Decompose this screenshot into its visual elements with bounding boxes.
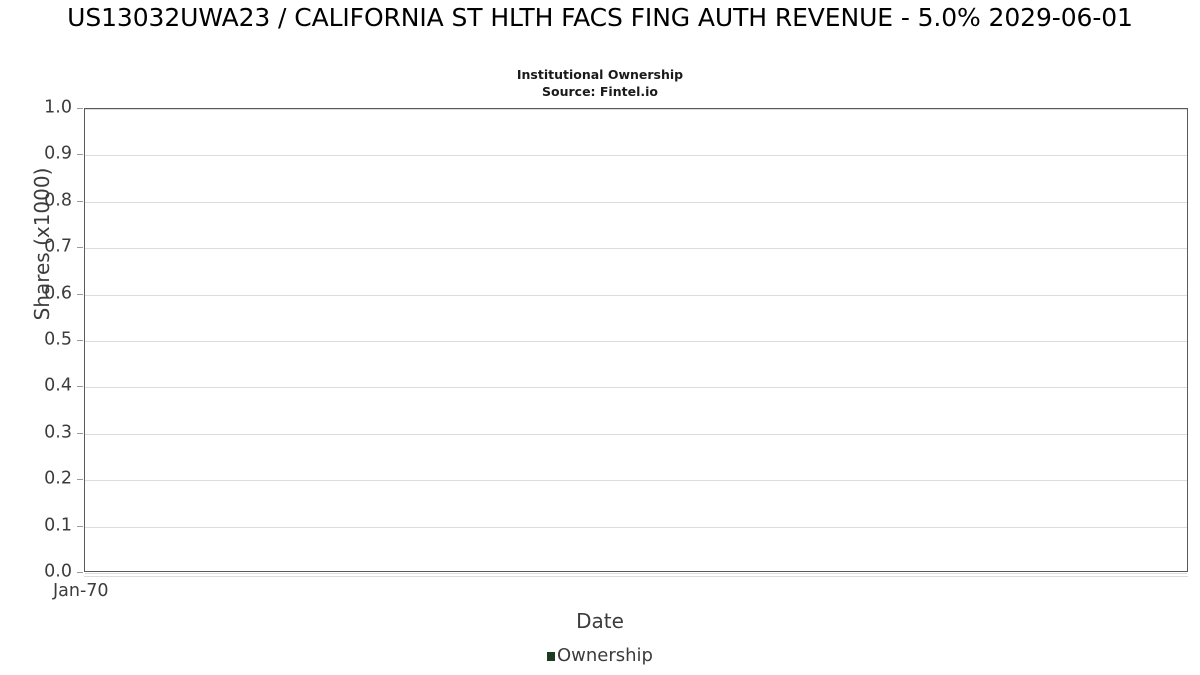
y-axis-tick-mark bbox=[77, 294, 83, 295]
gridline bbox=[85, 341, 1187, 342]
y-axis-tick-mark bbox=[77, 386, 83, 387]
y-axis-tick-mark bbox=[77, 526, 83, 527]
y-axis-tick-mark bbox=[77, 247, 83, 248]
chart-subtitle: Institutional Ownership Source: Fintel.i… bbox=[0, 66, 1200, 100]
gridline bbox=[85, 202, 1187, 203]
y-axis-tick-label: 0.5 bbox=[44, 329, 72, 350]
y-axis-tick-mark bbox=[77, 433, 83, 434]
y-axis-tick-label: 0.7 bbox=[44, 236, 72, 257]
chart-subtitle-line-1: Institutional Ownership bbox=[516, 67, 684, 82]
x-axis-tick-label: Jan-70 bbox=[53, 581, 109, 601]
y-axis-tick-labels: 1.0 0.9 0.8 0.7 0.6 0.5 0.4 0.3 0.2 0.1 0.0 bbox=[0, 99, 83, 580]
y-axis-title: Shares (x1000) bbox=[30, 167, 54, 321]
legend-item[interactable]: Ownership bbox=[547, 646, 653, 666]
gridline bbox=[85, 295, 1187, 296]
y-axis-tick-label: 0.1 bbox=[44, 515, 72, 536]
y-axis-tick-mark bbox=[77, 201, 83, 202]
gridline bbox=[85, 573, 1187, 574]
gridline bbox=[85, 387, 1187, 388]
gridline bbox=[85, 527, 1187, 528]
y-axis-tick-mark bbox=[77, 479, 83, 480]
y-axis-tick-mark bbox=[77, 108, 83, 109]
y-axis-tick-label: 0.2 bbox=[44, 468, 72, 489]
y-axis-tick-label: 1.0 bbox=[44, 97, 72, 118]
y-axis-tick-label: 0.6 bbox=[44, 283, 72, 304]
y-axis-tick-label: 0.0 bbox=[44, 561, 72, 582]
plot-area bbox=[84, 108, 1188, 574]
gridline bbox=[85, 248, 1187, 249]
gridline bbox=[85, 155, 1187, 156]
y-axis-tick-label: 0.3 bbox=[44, 422, 72, 443]
y-axis-tick-label: 0.4 bbox=[44, 375, 72, 396]
axis-baseline-rule bbox=[84, 576, 1188, 577]
legend-swatch-icon bbox=[547, 651, 555, 661]
x-axis-title: Date bbox=[576, 609, 624, 633]
legend-item-label: Ownership bbox=[557, 645, 653, 666]
chart-legend: Ownership bbox=[0, 646, 1200, 666]
y-axis-tick-label: 0.9 bbox=[44, 143, 72, 164]
y-axis-tick-mark bbox=[77, 154, 83, 155]
y-axis-tick-label: 0.8 bbox=[44, 190, 72, 211]
gridline bbox=[85, 434, 1187, 435]
y-axis-tick-mark bbox=[77, 340, 83, 341]
gridlines bbox=[85, 109, 1187, 574]
gridline bbox=[85, 480, 1187, 481]
y-axis-tick-mark bbox=[77, 572, 83, 573]
chart-subtitle-source: Source: Fintel.io bbox=[542, 84, 658, 99]
gridline bbox=[85, 109, 1187, 110]
chart-title: US13032UWA23 / CALIFORNIA ST HLTH FACS F… bbox=[67, 3, 1133, 32]
